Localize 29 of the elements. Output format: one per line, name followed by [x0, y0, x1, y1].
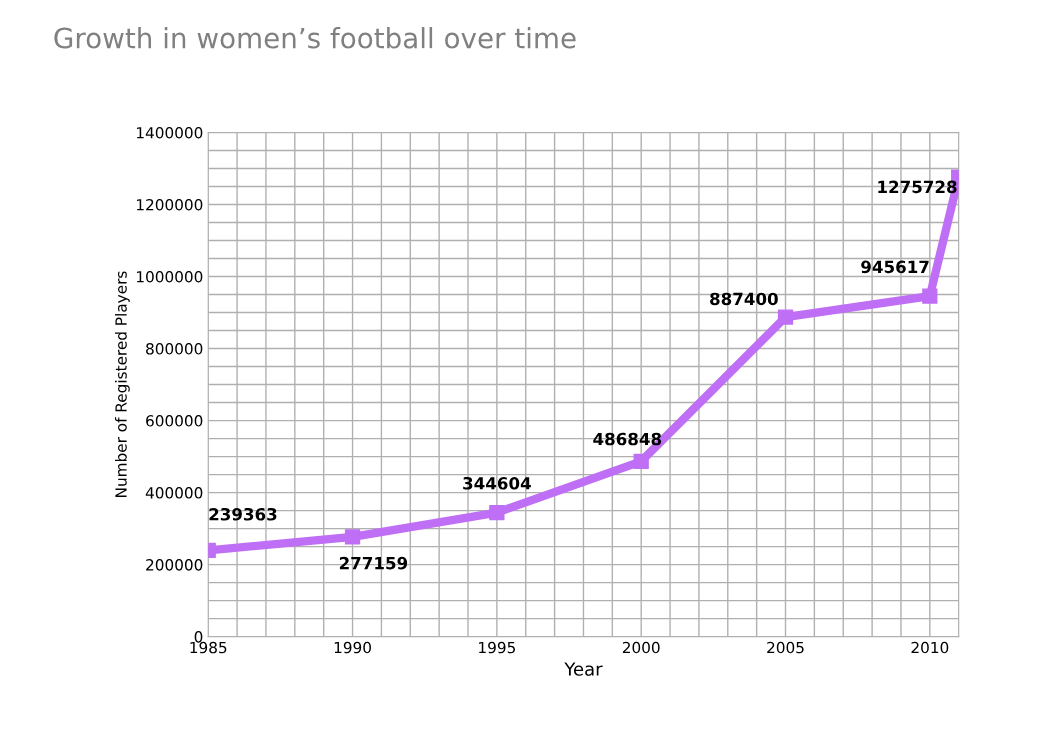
- y-tick-label: 800000: [146, 343, 203, 355]
- point: [633, 453, 649, 469]
- data-label: 486848: [593, 432, 662, 446]
- data-label: 1275728: [878, 180, 957, 194]
- y-tick-label: 400000: [145, 487, 203, 499]
- x-tick-label: 2005: [767, 641, 804, 654]
- y-tick-label: 600000: [146, 415, 203, 427]
- chart-title: Growth in women’s football over time: [54, 27, 576, 49]
- x-tick-label: 2010: [911, 641, 949, 654]
- y-tick-label: 200000: [146, 559, 203, 571]
- x-tick-label: 1995: [479, 641, 515, 654]
- point: [344, 529, 361, 545]
- x-tick-label: 1990: [334, 641, 371, 654]
- x-tick-label: 1985: [190, 641, 227, 654]
- data-label: 239363: [209, 507, 277, 521]
- data-label: 945617: [861, 260, 929, 274]
- y-tick-label: 0: [194, 631, 203, 643]
- data-label: 887400: [710, 292, 778, 306]
- point: [922, 288, 938, 304]
- y-tick-label: 1400000: [137, 126, 203, 139]
- y-tick-label: 1200000: [137, 198, 203, 211]
- data-label: 277159: [339, 556, 408, 570]
- point: [489, 504, 505, 521]
- x-axis-title: Year: [564, 662, 603, 676]
- point: [777, 309, 794, 325]
- x-tick-label: 2000: [622, 641, 660, 654]
- data-label: 344604: [463, 476, 531, 490]
- y-axis-title: Number of Registered Players: [114, 271, 130, 497]
- y-tick-label: 1000000: [137, 270, 203, 283]
